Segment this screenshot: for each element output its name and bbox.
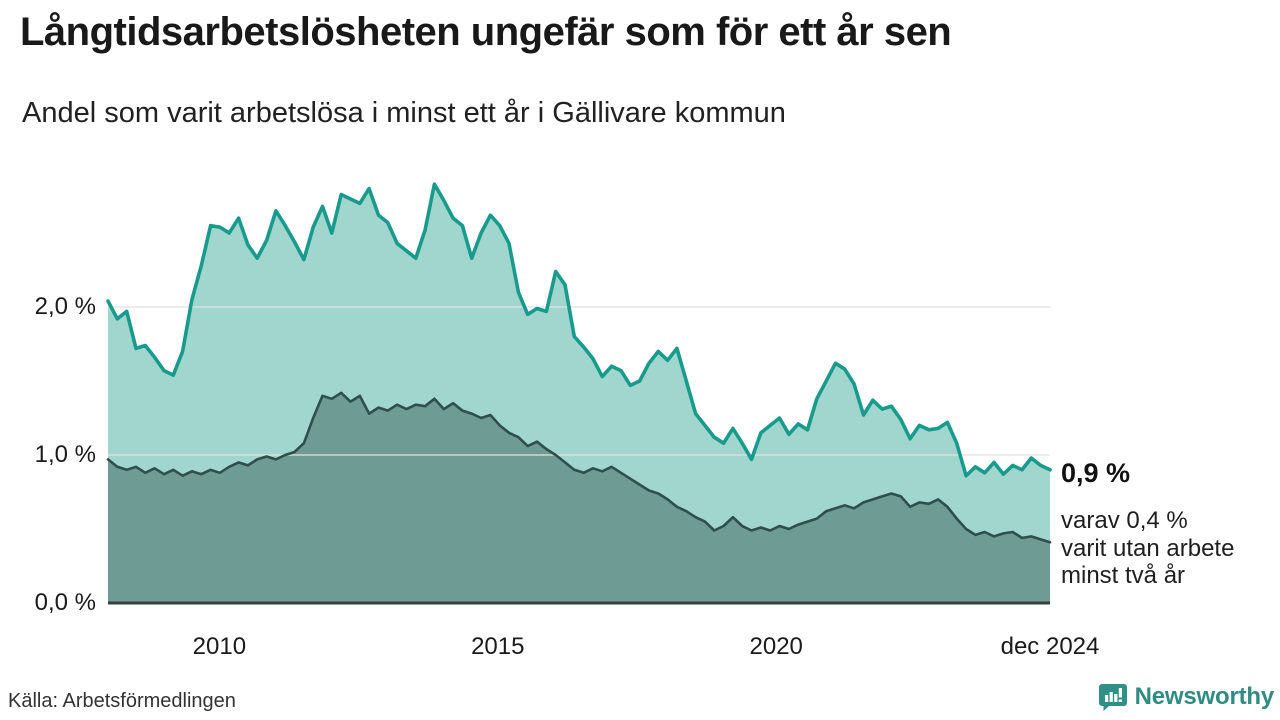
x-axis-tick-dec-2024: dec 2024 xyxy=(1000,633,1100,660)
newsworthy-logo-icon xyxy=(1098,684,1127,711)
page-subtitle: Andel som varit arbetslösa i minst ett å… xyxy=(22,97,786,129)
newsworthy-logo: Newsworthy xyxy=(1098,682,1274,712)
latest-value-note: varav 0,4 % varit utan arbete minst två … xyxy=(1061,507,1234,590)
y-axis-tick-2: 2,0 % xyxy=(34,293,96,320)
y-axis-tick-0: 0,0 % xyxy=(34,589,96,616)
x-axis-tick-2015: 2015 xyxy=(471,633,525,660)
x-axis-tick-2020: 2020 xyxy=(749,633,803,660)
note-line-2: varit utan arbete xyxy=(1061,534,1235,562)
note-line-1: varav 0,4 % xyxy=(1061,507,1188,534)
x-axis-tick-2010: 2010 xyxy=(192,633,247,660)
newsworthy-logo-text: Newsworthy xyxy=(1134,683,1275,710)
source-caption: Källa: Arbetsförmedlingen xyxy=(8,690,236,712)
latest-value-label: 0,9 % xyxy=(1061,458,1131,488)
y-axis-tick-1: 1,0 % xyxy=(34,441,96,468)
note-line-3: minst två år xyxy=(1061,562,1186,589)
page-title: Långtidsarbetslösheten ungefär som för e… xyxy=(20,10,952,54)
